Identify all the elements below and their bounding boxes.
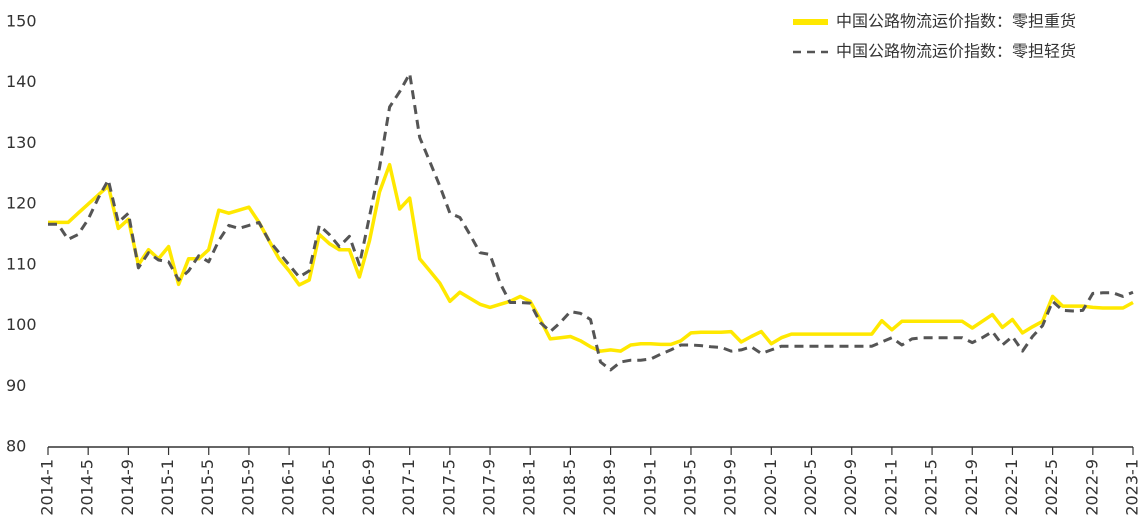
x-tick-label: 2016-1 <box>279 459 298 516</box>
series-line <box>48 72 1134 372</box>
y-tick-label: 140 <box>6 72 37 91</box>
legend-label: 中国公路物流运价指数：零担重货 <box>836 12 1076 31</box>
x-tick-label: 2023-1 <box>1123 459 1138 516</box>
x-tick-label: 2022-9 <box>1082 459 1101 516</box>
x-tick-label: 2014-1 <box>38 459 57 516</box>
x-tick-label: 2015-1 <box>158 459 177 516</box>
x-tick-label: 2016-9 <box>359 459 378 516</box>
x-tick-label: 2018-9 <box>600 459 619 516</box>
series-line <box>48 162 1134 353</box>
x-tick-label: 2021-5 <box>922 459 941 516</box>
x-tick-label: 2015-5 <box>198 459 217 516</box>
x-tick-label: 2021-9 <box>962 459 981 516</box>
x-tick-label: 2017-9 <box>480 459 499 516</box>
y-tick-label: 80 <box>6 437 26 456</box>
y-tick-label: 100 <box>6 315 37 334</box>
x-tick-label: 2015-9 <box>238 459 257 516</box>
x-tick-label: 2014-5 <box>78 459 97 516</box>
x-tick-label: 2018-5 <box>560 459 579 516</box>
x-tick-label: 2020-5 <box>801 459 820 516</box>
x-tick-label: 2019-9 <box>721 459 740 516</box>
x-tick-label: 2018-1 <box>520 459 539 516</box>
x-tick-label: 2017-5 <box>439 459 458 516</box>
x-tick-label: 2019-1 <box>640 459 659 516</box>
y-tick-label: 120 <box>6 194 37 213</box>
x-tick-label: 2022-5 <box>1042 459 1061 516</box>
x-tick-label: 2016-5 <box>319 459 338 516</box>
y-tick-label: 150 <box>6 12 37 31</box>
x-tick-label: 2019-5 <box>680 459 699 516</box>
x-tick-label: 2017-1 <box>399 459 418 516</box>
y-tick-label: 90 <box>6 376 26 395</box>
y-tick-label: 130 <box>6 133 37 152</box>
x-tick-label: 2014-9 <box>118 459 137 516</box>
legend-label: 中国公路物流运价指数：零担轻货 <box>836 42 1076 61</box>
x-tick-label: 2022-1 <box>1002 459 1021 516</box>
x-tick-label: 2021-1 <box>881 459 900 516</box>
y-tick-label: 110 <box>6 254 37 273</box>
x-tick-label: 2020-9 <box>841 459 860 516</box>
x-tick-label: 2020-1 <box>761 459 780 516</box>
